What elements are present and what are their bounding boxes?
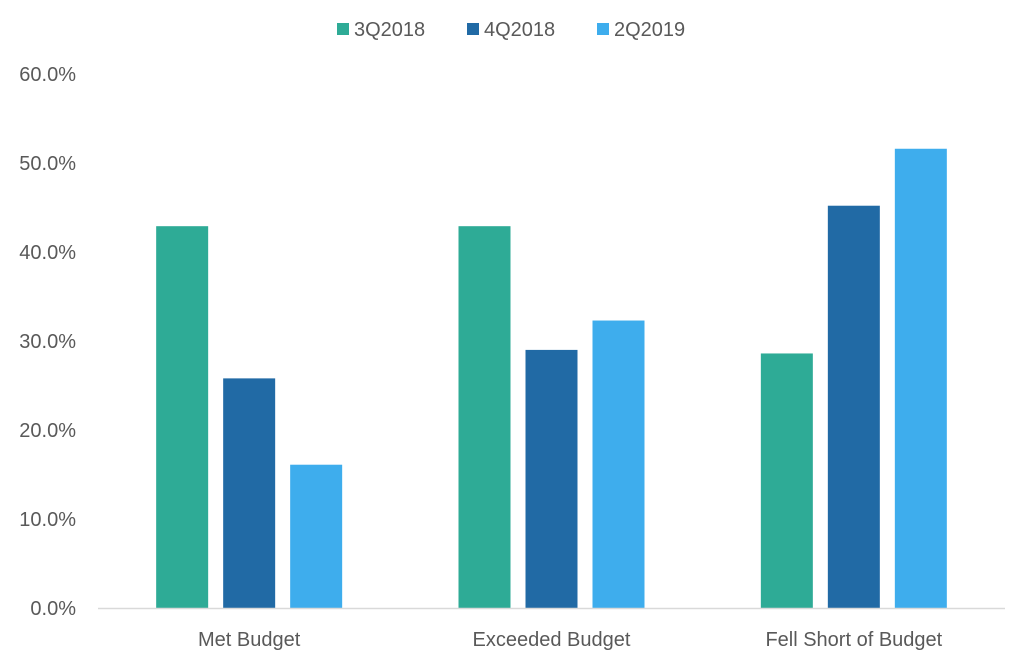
y-tick-label: 10.0%	[19, 509, 76, 531]
bar-met-budget-2q2019	[290, 464, 343, 608]
legend-label-4q2018: 4Q2018	[484, 19, 555, 41]
y-tick-label: 20.0%	[19, 420, 76, 442]
x-axis: Met Budget Exceeded Budget Fell Short of B…	[98, 607, 1005, 651]
legend-label-2q2019: 2Q2019	[614, 19, 685, 41]
legend-swatch-2q2019	[597, 23, 609, 35]
y-tick-label: 40.0%	[19, 242, 76, 264]
y-tick-label: 60.0%	[19, 64, 76, 86]
y-tick-label: 0.0%	[30, 598, 76, 620]
legend-label-3q2018: 3Q2018	[354, 19, 425, 41]
y-tick-label: 30.0%	[19, 331, 76, 353]
bar-exceeded-budget-3q2018	[458, 226, 511, 608]
x-tick-label: Met Budget	[198, 629, 301, 651]
legend: 3Q2018 4Q2018 2Q2019	[337, 19, 685, 41]
legend-swatch-3q2018	[337, 23, 349, 35]
bar-met-budget-4q2018	[223, 378, 276, 608]
bar-exceeded-budget-2q2019	[592, 320, 645, 608]
bars	[156, 148, 947, 608]
x-tick-label: Exceeded Budget	[473, 629, 631, 651]
x-tick-label: Fell Short of Budget	[765, 629, 942, 651]
bar-fell-short-of-budget-3q2018	[760, 353, 813, 608]
bar-fell-short-of-budget-2q2019	[894, 148, 947, 608]
bar-met-budget-3q2018	[156, 226, 209, 608]
legend-swatch-4q2018	[467, 23, 479, 35]
bar-exceeded-budget-4q2018	[525, 349, 578, 608]
y-axis: 0.0% 10.0% 20.0% 30.0% 40.0% 50.0% 60.0%	[19, 64, 76, 620]
bar-fell-short-of-budget-4q2018	[827, 205, 880, 608]
y-tick-label: 50.0%	[19, 153, 76, 175]
